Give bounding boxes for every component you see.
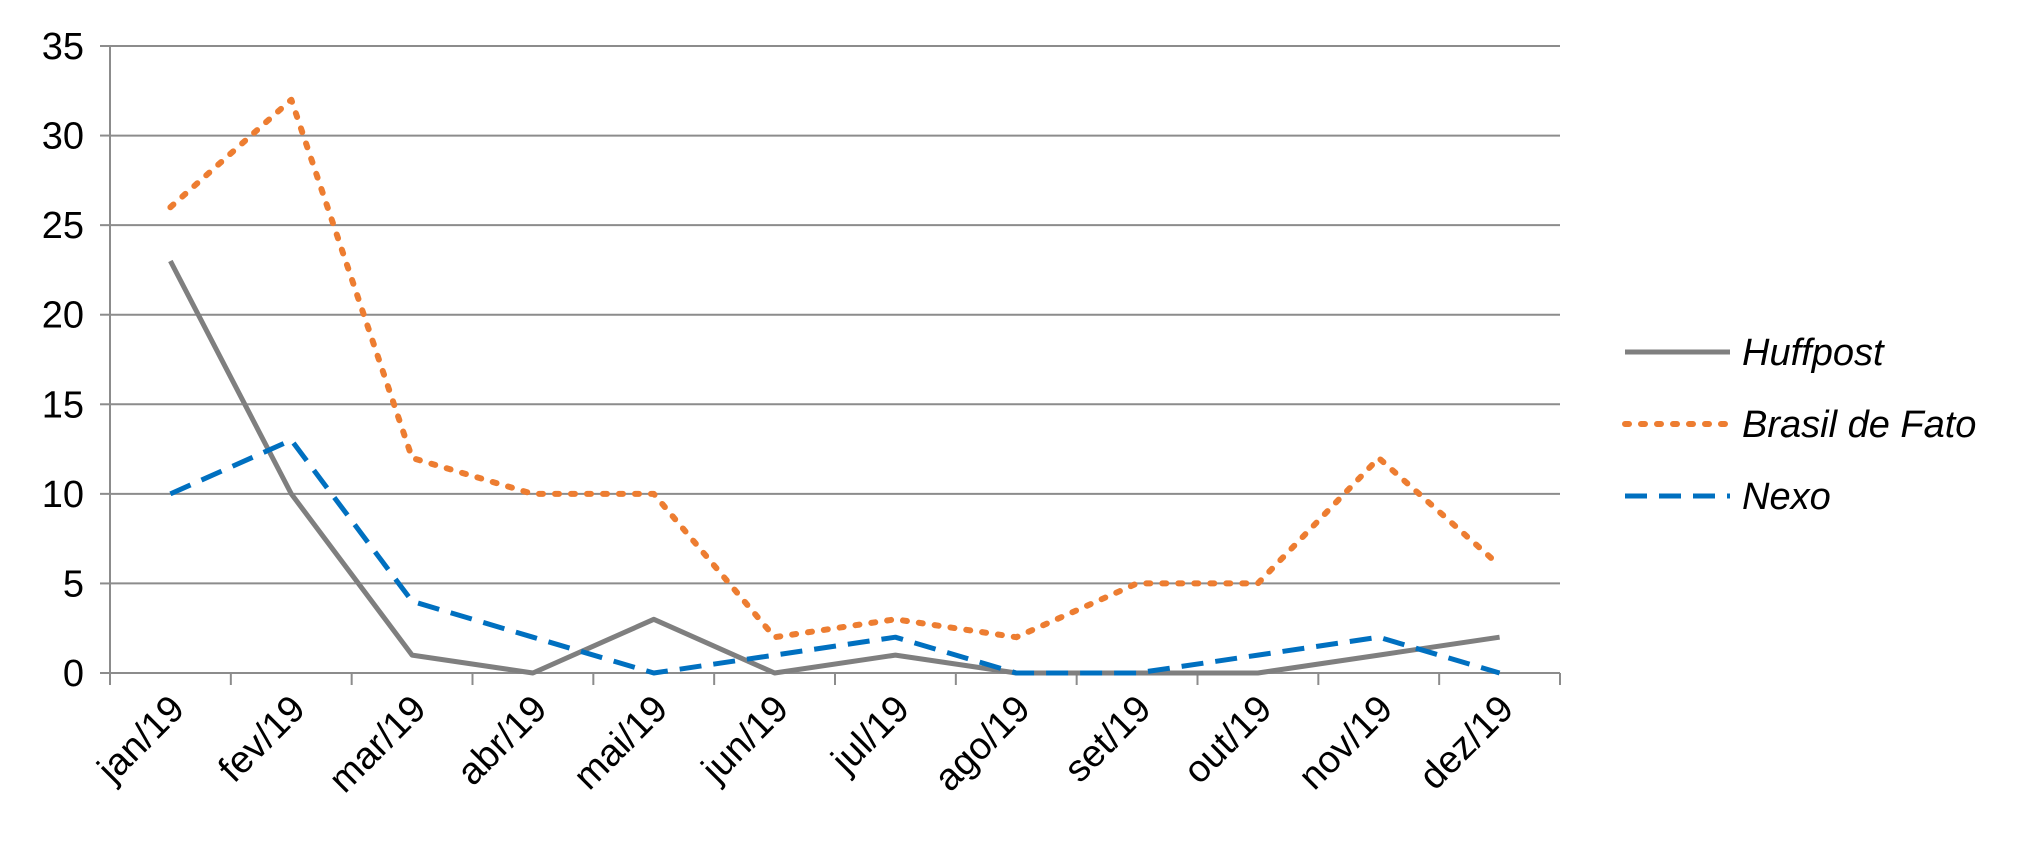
x-tick-label: mai/19 [566, 688, 676, 798]
legend: Huffpost Brasil de Fato Nexo [1622, 332, 1976, 518]
x-tick-label: dez/19 [1412, 688, 1522, 798]
x-tick-label: out/19 [1176, 688, 1280, 792]
y-tick-label: 15 [42, 384, 84, 426]
x-tick-label: nov/19 [1291, 688, 1401, 798]
y-axis-tick-labels: 0 5 10 15 20 25 30 35 [42, 26, 84, 695]
series-lines [167, 96, 1503, 676]
y-tick-label: 30 [42, 116, 84, 158]
legend-label: Brasil de Fato [1742, 404, 1976, 446]
gridlines [110, 45, 1560, 585]
y-tick-label: 20 [42, 295, 84, 337]
y-tick-label: 35 [42, 26, 84, 68]
legend-label: Huffpost [1742, 332, 1885, 374]
y-tick-label: 5 [63, 563, 84, 605]
x-tick-label: jan/19 [89, 688, 193, 792]
x-tick-label: fev/19 [211, 688, 314, 791]
x-tick-label: jul/19 [823, 688, 918, 783]
x-tick-label: jun/19 [693, 688, 797, 792]
x-tick-label: abr/19 [449, 688, 555, 794]
x-tick-label: mar/19 [321, 688, 434, 801]
series-line-brasil-de-fato [167, 96, 1503, 641]
axes [100, 45, 1561, 685]
y-tick-label: 25 [42, 205, 84, 247]
x-axis-tick-labels: jan/19 fev/19 mar/19 abr/19 mai/19 jun/19 jul/… [89, 688, 1522, 801]
y-tick-label: 10 [42, 474, 84, 516]
y-tick-label: 0 [63, 653, 84, 695]
legend-label: Nexo [1742, 476, 1831, 518]
series-line-nexo [169, 437, 1501, 676]
series-line-huffpost [168, 259, 1500, 676]
x-tick-label: set/19 [1057, 688, 1160, 791]
x-tick-label: ago/19 [927, 688, 1039, 800]
